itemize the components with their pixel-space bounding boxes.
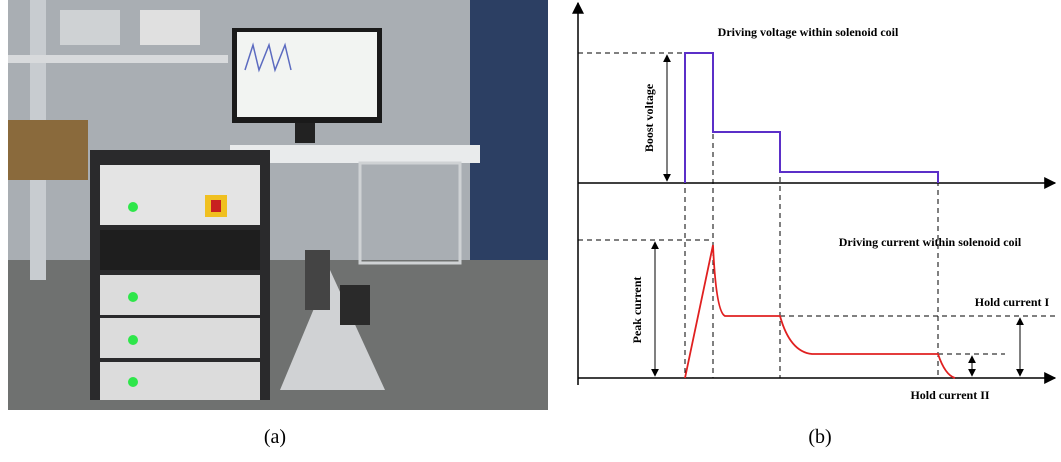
- current-title: Driving current within solenoid coil: [839, 235, 1022, 249]
- boost-voltage-label: Boost voltage: [642, 83, 656, 152]
- hold-current-2-label: Hold current II: [910, 388, 989, 402]
- voltage-title: Driving voltage within solenoid coil: [718, 25, 899, 39]
- voltage-trace: [684, 52, 939, 183]
- panel-label: (a): [264, 426, 286, 448]
- hold-current-1-label: Hold current I: [975, 295, 1050, 309]
- peak-current-label: Peak current: [630, 277, 644, 344]
- photo: [8, 0, 548, 410]
- current-trace: [684, 244, 956, 379]
- diagram: [572, 1, 1057, 385]
- panel-label: (b): [808, 426, 831, 448]
